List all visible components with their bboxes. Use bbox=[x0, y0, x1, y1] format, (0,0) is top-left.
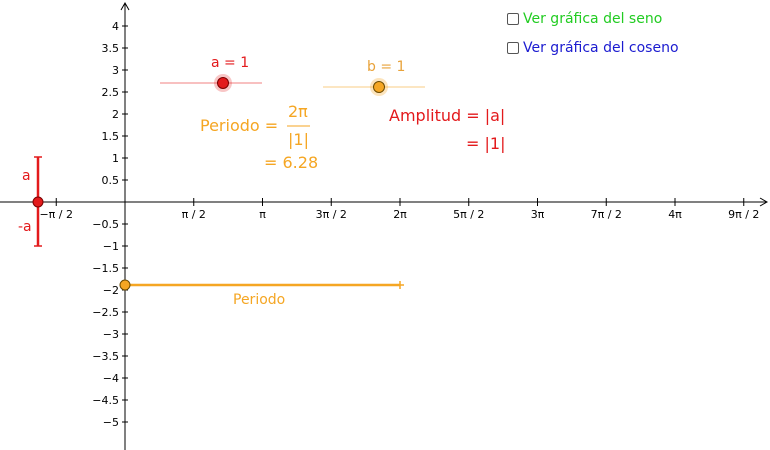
period-segment-group: Periodo bbox=[119, 279, 404, 308]
slider-a: a = 1 bbox=[160, 55, 262, 92]
x-tick-label: −π / 2 bbox=[39, 208, 73, 221]
period-formula-label: Periodo = bbox=[200, 116, 278, 135]
x-tick-label: 2π bbox=[393, 208, 407, 221]
y-tick-label: −3 bbox=[103, 328, 119, 341]
y-tick-label: 0.5 bbox=[102, 174, 120, 187]
y-tick-label: 3.5 bbox=[102, 42, 120, 55]
y-axis-arrow-icon bbox=[120, 1, 130, 11]
period-formula: Periodo = 2π |1| = 6.28 bbox=[200, 102, 318, 172]
amplitude-top-label: a bbox=[22, 168, 31, 184]
amplitude-formula-value: = |1| bbox=[466, 134, 505, 153]
y-tick-label: 3 bbox=[112, 64, 119, 77]
y-tick-label: −0.5 bbox=[92, 218, 119, 231]
x-tick-label: 9π / 2 bbox=[728, 208, 759, 221]
y-tick-label: 2 bbox=[112, 108, 119, 121]
y-tick-label: −5 bbox=[103, 416, 119, 429]
period-formula-value: = 6.28 bbox=[264, 153, 318, 172]
y-tick-label: 1 bbox=[112, 152, 119, 165]
x-tick-label: 3π / 2 bbox=[316, 208, 347, 221]
amplitude-segment-group: a -a bbox=[18, 156, 44, 247]
x-tick-label: π bbox=[259, 208, 266, 221]
amplitude-bottom-label: -a bbox=[18, 219, 32, 235]
y-tick-label: 4 bbox=[112, 20, 119, 33]
y-tick-label: −2 bbox=[103, 284, 119, 297]
y-tick-label: 1.5 bbox=[102, 130, 120, 143]
amplitude-formula-label: Amplitud = |a| bbox=[389, 106, 505, 125]
x-tick-label: 7π / 2 bbox=[591, 208, 622, 221]
period-formula-numerator: 2π bbox=[288, 102, 308, 121]
x-tick-label: 3π bbox=[531, 208, 545, 221]
y-tick-label: 2.5 bbox=[102, 86, 120, 99]
x-tick-label: 4π bbox=[668, 208, 682, 221]
amplitude-formula: Amplitud = |a| = |1| bbox=[389, 106, 505, 153]
amplitude-origin-point[interactable] bbox=[32, 196, 44, 208]
period-segment-label: Periodo bbox=[233, 292, 285, 308]
slider-a-label: a = 1 bbox=[211, 55, 249, 71]
show-sine-label: Ver gráfica del seno bbox=[523, 11, 663, 27]
y-tick-label: −4.5 bbox=[92, 394, 119, 407]
period-formula-denominator: |1| bbox=[288, 130, 309, 149]
slider-b: b = 1 bbox=[323, 59, 425, 96]
y-tick-label: −4 bbox=[103, 372, 119, 385]
y-tick-label: −2.5 bbox=[92, 306, 119, 319]
x-axis-arrow-icon bbox=[759, 197, 769, 207]
checkbox-icon[interactable] bbox=[507, 42, 519, 54]
slider-b-label: b = 1 bbox=[367, 59, 405, 75]
period-start-point[interactable] bbox=[119, 279, 131, 291]
x-tick-label: 5π / 2 bbox=[453, 208, 484, 221]
show-sine-checkbox[interactable]: Ver gráfica del seno bbox=[507, 11, 662, 27]
y-tick-label: −1 bbox=[103, 240, 119, 253]
y-tick-label: −1.5 bbox=[92, 262, 119, 275]
slider-b-handle[interactable] bbox=[373, 81, 385, 93]
show-cosine-checkbox[interactable]: Ver gráfica del coseno bbox=[507, 40, 679, 56]
y-tick-label: −3.5 bbox=[92, 350, 119, 363]
checkbox-icon[interactable] bbox=[507, 13, 519, 25]
x-tick-label: π / 2 bbox=[182, 208, 206, 221]
slider-a-handle[interactable] bbox=[217, 77, 229, 89]
show-cosine-label: Ver gráfica del coseno bbox=[523, 40, 679, 56]
